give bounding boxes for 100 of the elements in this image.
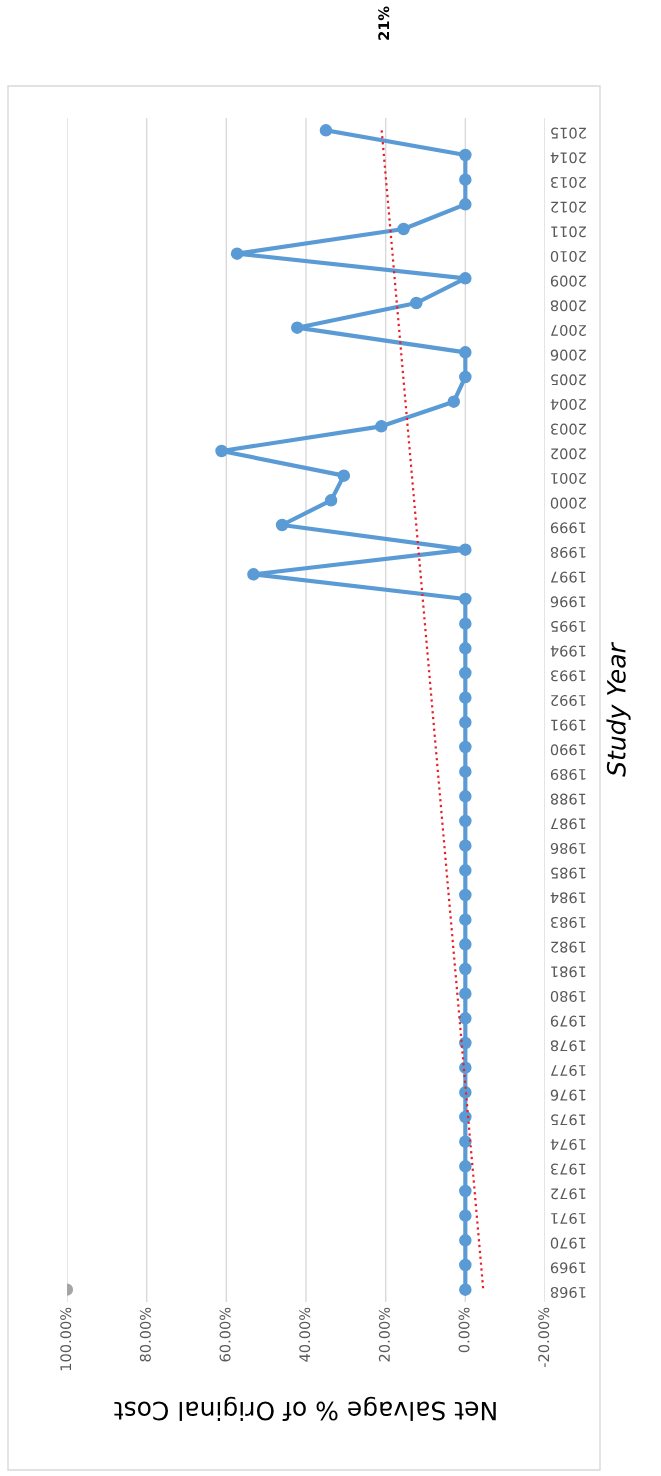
point — [459, 1110, 472, 1124]
y-tick-label: 1993 — [551, 670, 586, 682]
y-tick-label: 2011 — [551, 226, 586, 238]
y-tick-label: 2007 — [551, 324, 586, 336]
x-tick-label: 100.00% — [60, 1307, 72, 1371]
point — [459, 716, 472, 729]
point — [459, 1184, 472, 1198]
point — [230, 247, 244, 260]
y-tick-label: 1969 — [550, 1262, 586, 1274]
point — [459, 173, 472, 186]
y-tick-label: 1974 — [550, 1138, 586, 1150]
y-tick-label: 1995 — [551, 620, 586, 632]
x-tick-label: 0.00% — [458, 1307, 470, 1353]
y-tick-label: 1980 — [550, 990, 586, 1002]
y-tick-label: 1968 — [550, 1286, 586, 1298]
y-tick-label: 1981 — [551, 966, 586, 978]
point — [215, 444, 228, 458]
point — [275, 518, 289, 532]
y-tick-label: 2008 — [550, 300, 586, 312]
y-tick-label: 1987 — [551, 818, 586, 830]
y-tick-label: 1984 — [550, 892, 586, 904]
y-tick-label: 2010 — [550, 250, 586, 262]
x-axis-title: Net Salvage % of Original Cost — [114, 1396, 496, 1421]
point — [410, 296, 423, 310]
x-tick-label: -20.00% — [538, 1307, 550, 1368]
y-tick-label: 1992 — [551, 694, 586, 706]
point — [459, 888, 472, 902]
y-tick-label: 1973 — [551, 1163, 586, 1175]
point — [459, 962, 472, 976]
point — [459, 790, 472, 803]
y-tick-label: 1978 — [550, 1040, 586, 1052]
point — [375, 420, 388, 433]
x-tick-label: 40.00% — [299, 1307, 311, 1362]
point — [459, 642, 472, 655]
point — [459, 1160, 472, 1173]
point — [459, 1012, 472, 1025]
text: 21% — [378, 6, 390, 40]
y-tick-label: 1994 — [550, 645, 586, 657]
point — [459, 814, 472, 828]
point — [459, 864, 472, 877]
y-tick-label: 2004 — [550, 398, 586, 410]
y-tick-label: 1986 — [550, 842, 586, 854]
point — [459, 272, 472, 285]
point — [459, 765, 472, 778]
point — [459, 666, 472, 680]
y-tick-label: 2009 — [550, 275, 586, 287]
point — [459, 198, 472, 211]
y-tick-label: 2014 — [550, 152, 586, 164]
y-tick-label: 2003 — [551, 423, 586, 435]
point — [459, 543, 472, 556]
y-tick-label: 1972 — [551, 1188, 586, 1200]
point — [459, 1283, 472, 1296]
y-tick-label: 1975 — [551, 1114, 586, 1126]
y-tick-label: 2012 — [551, 201, 586, 213]
y-tick-label: 1999 — [550, 522, 586, 534]
y-tick-label: 2002 — [551, 448, 586, 460]
y-tick-label: 1983 — [551, 916, 586, 928]
point — [459, 1258, 472, 1272]
point — [319, 124, 333, 137]
x-tick-label: 80.00% — [139, 1307, 151, 1362]
x-tick-label: 60.00% — [219, 1307, 231, 1362]
point — [290, 321, 304, 334]
x-tick-label: 20.00% — [378, 1307, 390, 1362]
y-tick-label: 1991 — [551, 719, 586, 731]
point — [459, 913, 472, 926]
y-tick-label: 1970 — [550, 1237, 586, 1249]
y-tick-label: 1982 — [551, 941, 586, 953]
point — [459, 148, 472, 162]
point — [459, 938, 472, 951]
point — [447, 395, 461, 408]
y-tick-label: 1988 — [550, 793, 586, 805]
point — [459, 1135, 472, 1148]
y-tick-label: 1989 — [550, 768, 586, 780]
y-tick-label: 1985 — [551, 867, 586, 879]
point — [247, 568, 260, 581]
y-tick-label: 1979 — [550, 1015, 586, 1027]
y-tick-label: 2005 — [551, 374, 586, 386]
point — [324, 494, 338, 507]
point — [459, 346, 472, 359]
y-tick-label: 2015 — [551, 127, 586, 139]
y-tick-label: 1977 — [551, 1064, 586, 1076]
y-tick-label: 1976 — [550, 1089, 586, 1101]
y-tick-label: 1971 — [551, 1212, 586, 1224]
y-tick-label: 2006 — [550, 349, 586, 361]
point — [397, 222, 410, 236]
point — [459, 1209, 472, 1222]
y-tick-label: 2001 — [551, 472, 586, 484]
y-tick-label: 2000 — [550, 497, 586, 509]
point — [459, 617, 472, 630]
y-tick-label: 1998 — [550, 546, 586, 558]
point — [337, 469, 351, 482]
point — [459, 592, 472, 606]
point — [459, 370, 472, 384]
y-tick-label: 2013 — [551, 176, 586, 188]
y-tick-label: 1996 — [550, 596, 586, 608]
point — [459, 1234, 472, 1247]
y-axis-title: Study Year — [606, 641, 631, 777]
point — [459, 1036, 472, 1050]
y-tick-label: 1990 — [550, 744, 586, 756]
point — [459, 740, 472, 754]
